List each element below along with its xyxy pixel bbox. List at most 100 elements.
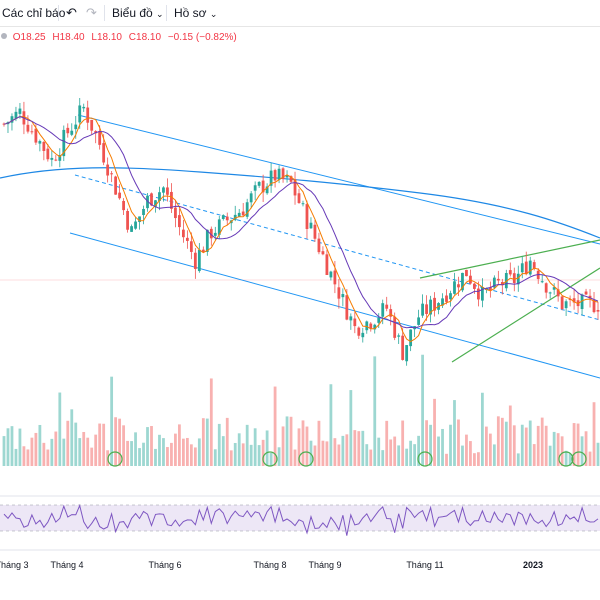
volume-bar <box>114 417 118 466</box>
volume-bar <box>453 400 456 466</box>
candle-body <box>269 170 273 186</box>
candle-body <box>285 175 289 178</box>
volume-bar <box>142 442 145 466</box>
candle-body <box>237 212 241 217</box>
candle-body <box>508 270 512 275</box>
volume-bar <box>437 436 440 466</box>
candle-body <box>548 292 552 294</box>
candle-body <box>421 303 424 316</box>
candle-body <box>492 277 496 288</box>
volume-bar <box>421 354 424 466</box>
x-tick-label: 2023 <box>523 560 543 570</box>
volume-bar <box>508 405 512 466</box>
candle-body <box>409 329 413 347</box>
volume-bar <box>393 436 397 466</box>
volume-bar <box>417 435 421 466</box>
volume-bar <box>134 432 137 466</box>
candle-body <box>353 318 357 327</box>
candle-body <box>397 335 401 337</box>
volume-bar <box>473 453 476 466</box>
candle-body <box>433 297 436 311</box>
candle-body <box>66 127 70 134</box>
ma-mid-line <box>3 116 599 329</box>
volume-bar <box>548 445 552 466</box>
volume-bar <box>122 425 125 466</box>
candle-body <box>142 208 145 216</box>
toolbar-divider <box>166 5 167 21</box>
candle-body <box>174 207 177 219</box>
indicators-button[interactable]: Các chỉ báo <box>2 6 66 20</box>
volume-bar <box>520 424 524 466</box>
candle-body <box>106 164 110 176</box>
volume-bar <box>2 436 6 466</box>
volume-bar <box>461 445 464 466</box>
volume-bar <box>469 441 472 466</box>
candle-body <box>341 294 345 298</box>
volume-bar <box>273 386 277 466</box>
volume-bar <box>205 418 209 466</box>
dividend-marker-icon <box>558 451 574 467</box>
volume-bar <box>373 356 377 466</box>
candle-body <box>245 202 249 217</box>
candle-body <box>405 345 409 362</box>
volume-bar <box>138 448 141 466</box>
volume-bar <box>193 447 197 466</box>
candle-body <box>512 273 516 284</box>
candle-body <box>556 289 560 297</box>
candle-body <box>201 249 205 252</box>
candle-body <box>552 287 556 290</box>
volume-bar <box>42 442 46 466</box>
candle-body <box>357 327 361 336</box>
volume-bar <box>217 423 221 466</box>
volume-bar <box>457 419 460 466</box>
candle-body <box>225 216 229 221</box>
undo-icon[interactable]: ↶ <box>66 5 77 20</box>
ohlc-low: L18.10 <box>91 32 122 43</box>
volume-bar <box>560 436 564 466</box>
redo-icon[interactable]: ↷ <box>86 5 97 20</box>
candle-body <box>540 281 544 283</box>
candle-body <box>118 192 122 199</box>
volume-bar <box>532 444 536 466</box>
candle-body <box>178 215 181 228</box>
volume-bar <box>225 417 229 466</box>
volume-bar <box>94 434 98 466</box>
wedge-lower-line <box>451 267 600 363</box>
candle-body <box>50 157 54 160</box>
volume-bar <box>449 424 452 466</box>
candle-body <box>170 191 173 209</box>
candle-body <box>162 187 165 193</box>
volume-bar <box>201 418 205 466</box>
candle-body <box>261 180 265 193</box>
candle-body <box>273 170 277 181</box>
candle-body <box>389 309 393 317</box>
volume-bar <box>477 452 480 466</box>
candle-body <box>381 303 385 317</box>
toolbar-divider <box>104 5 105 21</box>
volume-bar <box>185 437 189 466</box>
profile-label: Hồ sơ <box>174 6 207 20</box>
candle-body <box>457 284 460 288</box>
volume-bar <box>592 402 596 466</box>
top-toolbar: Các chỉ báo ↶ ↷ Biểu đồ ⌄ Hồ sơ ⌄ <box>0 0 600 27</box>
volume-bar <box>209 378 213 466</box>
volume-bar <box>181 438 185 466</box>
volume-bar <box>237 433 241 466</box>
candle-body <box>122 200 125 211</box>
candle-body <box>465 269 468 277</box>
candle-body <box>429 299 432 315</box>
candle-body <box>321 251 325 255</box>
candle-body <box>14 111 18 119</box>
x-tick-label: Tháng 9 <box>308 560 341 570</box>
x-tick-label: Tháng 8 <box>253 560 286 570</box>
volume-bar <box>297 428 301 466</box>
ohlc-close: C18.10 <box>128 32 162 43</box>
volume-bar <box>333 438 337 466</box>
chart-type-button[interactable]: Biểu đồ ⌄ <box>112 0 164 26</box>
candle-body <box>592 300 596 313</box>
volume-bar <box>337 444 341 466</box>
candle-body <box>34 128 38 143</box>
chart-type-label: Biểu đồ <box>112 6 153 20</box>
profile-button[interactable]: Hồ sơ ⌄ <box>174 0 217 26</box>
